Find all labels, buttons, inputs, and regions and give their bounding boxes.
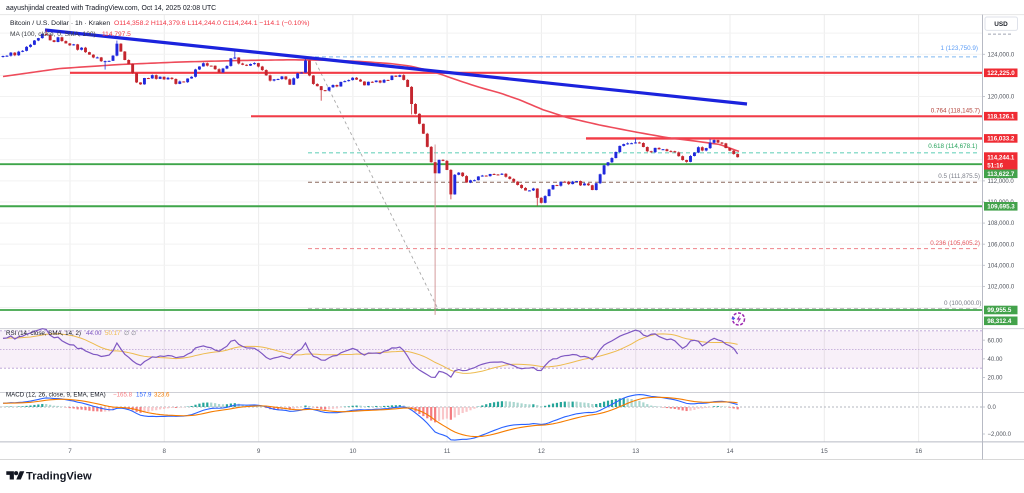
svg-text:40.00: 40.00 <box>988 357 1004 363</box>
svg-text:0 (100,000.0): 0 (100,000.0) <box>944 300 981 307</box>
svg-text:109,695.3: 109,695.3 <box>987 204 1015 211</box>
svg-text:0.618 (114,678.1): 0.618 (114,678.1) <box>928 143 977 150</box>
svg-text:20.00: 20.00 <box>988 376 1004 382</box>
svg-text:157.9: 157.9 <box>136 391 152 398</box>
svg-text:116,033.2: 116,033.2 <box>987 136 1015 143</box>
svg-text:15: 15 <box>821 448 829 455</box>
svg-text:MA (100, close, 0, SMA, 100): MA (100, close, 0, SMA, 100) <box>10 31 96 38</box>
svg-text:0.236 (105,605.2): 0.236 (105,605.2) <box>930 240 980 247</box>
svg-text:10: 10 <box>349 448 357 455</box>
svg-text:−165.8: −165.8 <box>113 391 133 398</box>
svg-text:44.00: 44.00 <box>86 330 102 337</box>
svg-text:8: 8 <box>163 448 167 455</box>
svg-text:60.00: 60.00 <box>988 338 1004 344</box>
svg-text:0.0: 0.0 <box>988 405 997 411</box>
svg-text:98,312.4: 98,312.4 <box>987 318 1012 325</box>
svg-text:0.764 (118,145.7): 0.764 (118,145.7) <box>931 107 980 114</box>
svg-text:102,000.0: 102,000.0 <box>988 284 1015 290</box>
svg-text:RSI (14, close, SMA, 14, 2): RSI (14, close, SMA, 14, 2) <box>6 330 81 337</box>
svg-text:O114,358.2 H114,379.6 L114,244: O114,358.2 H114,379.6 L114,244.0 C114,24… <box>114 20 310 27</box>
svg-text:99,955.5: 99,955.5 <box>987 307 1012 314</box>
svg-text:∅ ∅: ∅ ∅ <box>124 330 137 337</box>
svg-text:106,000.0: 106,000.0 <box>988 242 1015 248</box>
svg-text:113,622.7: 113,622.7 <box>987 171 1015 178</box>
svg-text:112,000.0: 112,000.0 <box>988 179 1015 185</box>
svg-text:0.5 (111,875.5): 0.5 (111,875.5) <box>938 173 980 180</box>
svg-text:Bitcoin / U.S. Dollar · 1h · K: Bitcoin / U.S. Dollar · 1h · Kraken <box>10 20 110 27</box>
svg-text:aayushjindal created with Trad: aayushjindal created with TradingView.co… <box>6 5 216 12</box>
svg-text:11: 11 <box>444 448 451 455</box>
svg-text:51:16: 51:16 <box>987 162 1003 169</box>
svg-text:118,126.1: 118,126.1 <box>987 113 1015 120</box>
svg-text:14: 14 <box>726 448 734 455</box>
svg-text:323.6: 323.6 <box>154 391 170 398</box>
svg-text:USD: USD <box>994 21 1008 28</box>
svg-text:50.17: 50.17 <box>105 330 121 337</box>
svg-text:122,225.0: 122,225.0 <box>987 70 1015 77</box>
svg-text:114,797.5: 114,797.5 <box>102 31 131 38</box>
svg-text:120,000.0: 120,000.0 <box>988 95 1015 101</box>
svg-text:12: 12 <box>538 448 546 455</box>
svg-text:108,000.0: 108,000.0 <box>988 221 1015 227</box>
svg-text:104,000.0: 104,000.0 <box>988 263 1015 269</box>
svg-text:7: 7 <box>68 448 72 455</box>
svg-text:13: 13 <box>632 448 640 455</box>
svg-text:1 (123,750.9): 1 (123,750.9) <box>941 45 978 52</box>
svg-text:TradingView: TradingView <box>26 471 92 483</box>
svg-text:114,244.1: 114,244.1 <box>987 154 1015 161</box>
svg-text:16: 16 <box>915 448 923 455</box>
svg-text:−2,000.0: −2,000.0 <box>988 432 1012 438</box>
svg-text:9: 9 <box>257 448 261 455</box>
svg-text:124,000.0: 124,000.0 <box>988 52 1015 58</box>
svg-text:MACD (12, 26, close, 9, EMA, E: MACD (12, 26, close, 9, EMA, EMA) <box>6 391 106 398</box>
